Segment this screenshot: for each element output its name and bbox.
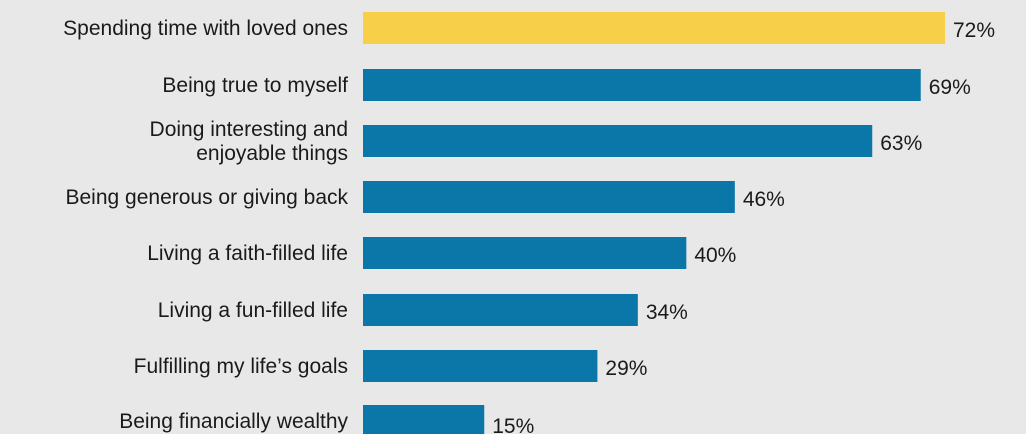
- value-label: 69%: [929, 76, 971, 99]
- bar: [363, 181, 735, 213]
- category-label: Being generous or giving back: [65, 186, 348, 209]
- value-label: 72%: [953, 19, 995, 42]
- bar: [363, 350, 598, 382]
- bar: [363, 69, 921, 101]
- value-label: 40%: [694, 244, 736, 267]
- highlight-bar: [363, 12, 945, 44]
- value-labels-group: 72% 69% 63% 46% 40% 34% 29% 15%: [492, 19, 995, 434]
- category-label: Doing interesting and: [150, 118, 348, 141]
- category-label: Living a fun-filled life: [158, 299, 348, 322]
- category-label: Fulfilling my life’s goals: [134, 355, 348, 378]
- category-label: Being true to myself: [162, 74, 348, 97]
- value-label: 46%: [743, 188, 785, 211]
- bars-group: [363, 12, 945, 434]
- category-label: enjoyable things: [196, 142, 348, 165]
- value-label: 15%: [492, 415, 534, 434]
- category-label: Being financially wealthy: [119, 410, 348, 433]
- value-label: 29%: [605, 357, 647, 380]
- category-labels-group: Spending time with loved ones Being true …: [63, 17, 348, 433]
- category-label: Living a faith-filled life: [147, 242, 348, 265]
- value-label: 34%: [646, 301, 688, 324]
- value-label: 63%: [880, 132, 922, 155]
- bar: [363, 294, 638, 326]
- bar: [363, 237, 687, 269]
- bar: [363, 125, 873, 157]
- category-label: Spending time with loved ones: [63, 17, 348, 40]
- bar: [363, 405, 485, 434]
